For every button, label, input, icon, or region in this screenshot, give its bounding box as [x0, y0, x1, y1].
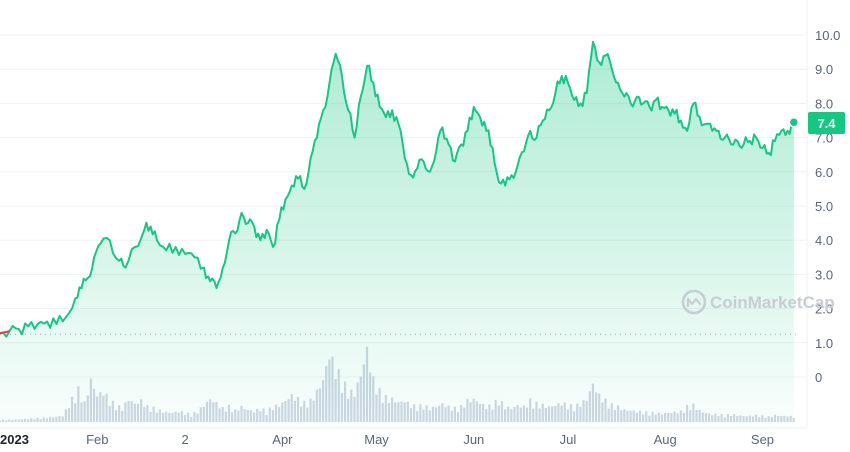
y-tick-label: 6.0 [815, 165, 833, 180]
y-axis-ticks: 10.0 9.0 8.0 7.0 6.0 5.0 4.0 3.0 2.0 1.0 0 [815, 28, 840, 385]
current-price-dot [788, 116, 800, 128]
x-tick-label: 2 [182, 432, 189, 447]
price-area-fill [0, 41, 794, 429]
current-price-marker: 7.4 [788, 112, 845, 134]
x-axis-ticks: 2023 Feb 2 Apr May Jun Jul Aug Sep [0, 432, 774, 447]
y-tick-label: 7.0 [815, 131, 833, 146]
x-tick-label: Aug [654, 432, 677, 447]
y-tick-label: 1.0 [815, 336, 833, 351]
x-tick-label: Apr [272, 432, 293, 447]
y-tick-label: 9.0 [815, 62, 833, 77]
y-tick-label: 10.0 [815, 28, 840, 43]
price-series-line [0, 40, 795, 338]
y-tick-label: 8.0 [815, 96, 833, 111]
price-line [0, 40, 795, 338]
y-tick-label: 4.0 [815, 233, 833, 248]
x-tick-label: 2023 [0, 432, 29, 447]
current-price-label: 7.4 [817, 116, 836, 131]
current-price-badge [808, 112, 845, 134]
x-tick-label: Feb [86, 432, 108, 447]
price-start-segment [0, 330, 10, 335]
x-tick-label: Sep [751, 432, 774, 447]
y-tick-label: 5.0 [815, 199, 833, 214]
x-tick-label: Jul [560, 432, 577, 447]
coinmarketcap-logo-icon [681, 289, 707, 315]
y-tick-label: 2.0 [815, 302, 833, 317]
watermark-text: CoinMarketCap [710, 293, 835, 312]
y-tick-label: 3.0 [815, 267, 833, 282]
price-area [0, 41, 794, 429]
x-tick-label: Jun [463, 432, 484, 447]
x-tick-label: May [364, 432, 389, 447]
volume-tick-label: 0 [815, 370, 822, 385]
watermark: CoinMarketCap [681, 289, 835, 315]
